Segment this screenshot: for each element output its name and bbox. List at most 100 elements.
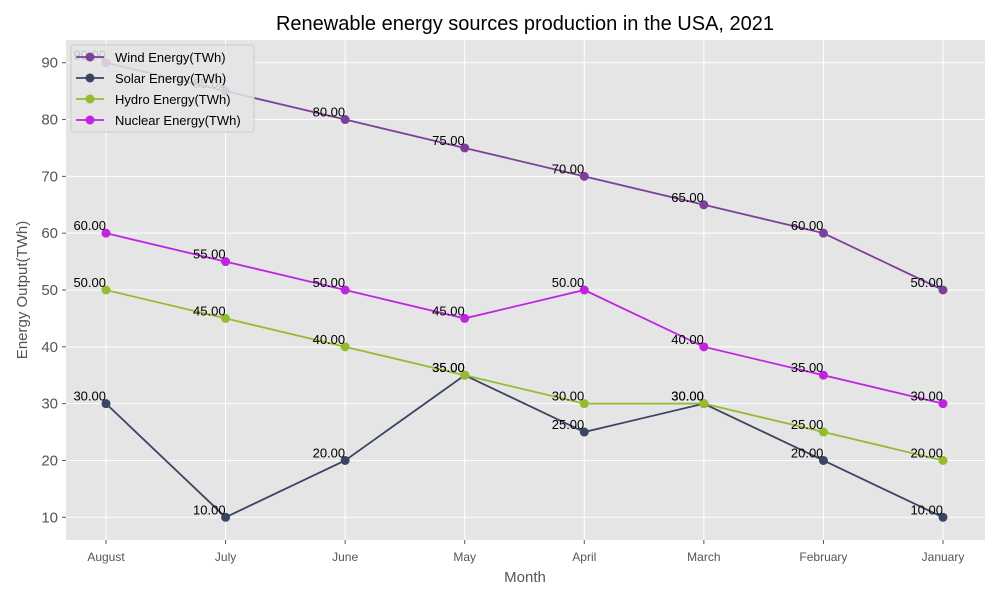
legend-box bbox=[70, 44, 255, 133]
x-tick-label: June bbox=[332, 550, 358, 564]
legend: Wind Energy(TWh) Solar Energy(TWh) Hydro E… bbox=[70, 44, 255, 133]
data-label: 25.00 bbox=[791, 417, 824, 432]
data-point bbox=[938, 285, 948, 295]
legend-label: Wind Energy(TWh) bbox=[115, 50, 226, 65]
data-point bbox=[340, 342, 350, 352]
data-label: 35.00 bbox=[432, 360, 465, 375]
data-point bbox=[818, 427, 828, 437]
data-labels: 90.0085.0080.0075.0070.0065.0060.0050.00… bbox=[73, 48, 943, 518]
series-line bbox=[105, 374, 944, 519]
y-tick-label: 50 bbox=[41, 282, 58, 299]
data-label: 70.00 bbox=[552, 161, 585, 176]
data-label: 10.00 bbox=[910, 502, 943, 517]
data-point bbox=[699, 200, 709, 210]
chart-title: Renewable energy sources production in t… bbox=[276, 13, 774, 35]
series-line bbox=[105, 232, 944, 405]
data-point bbox=[340, 285, 350, 295]
data-point bbox=[579, 285, 589, 295]
data-point bbox=[460, 313, 470, 323]
legend-item: Wind Energy(TWh) bbox=[76, 50, 226, 65]
legend-marker bbox=[85, 94, 95, 104]
data-label: 35.00 bbox=[791, 360, 824, 375]
y-axis-ticks: 10 20 30 40 50 60 70 80 90 bbox=[41, 55, 66, 526]
x-tick-label: July bbox=[215, 550, 236, 564]
data-point bbox=[699, 342, 709, 352]
data-label: 10.00 bbox=[193, 502, 226, 517]
data-label: 40.00 bbox=[313, 332, 346, 347]
x-axis-label: Month bbox=[504, 569, 546, 586]
x-tick-label: January bbox=[922, 550, 965, 564]
x-tick-label: April bbox=[572, 550, 596, 564]
data-label: 60.00 bbox=[791, 218, 824, 233]
y-tick-label: 20 bbox=[41, 452, 58, 469]
data-label: 50.00 bbox=[552, 275, 585, 290]
data-point bbox=[340, 455, 350, 465]
data-point bbox=[221, 257, 231, 267]
data-label: 40.00 bbox=[671, 332, 704, 347]
y-axis-label: Energy Output(TWh) bbox=[14, 221, 31, 359]
data-label: 65.00 bbox=[671, 190, 704, 205]
x-tick-label: May bbox=[453, 550, 476, 564]
data-label: 50.00 bbox=[73, 275, 106, 290]
data-point bbox=[938, 455, 948, 465]
data-point bbox=[938, 399, 948, 409]
legend-label: Nuclear Energy(TWh) bbox=[115, 113, 241, 128]
data-point bbox=[699, 399, 709, 409]
data-label: 20.00 bbox=[791, 445, 824, 460]
data-point bbox=[579, 399, 589, 409]
data-point bbox=[221, 313, 231, 323]
y-tick-label: 10 bbox=[41, 509, 58, 526]
data-label: 25.00 bbox=[552, 417, 585, 432]
x-tick-label: February bbox=[799, 550, 847, 564]
data-point bbox=[938, 512, 948, 522]
legend-item: Hydro Energy(TWh) bbox=[76, 92, 231, 107]
data-point bbox=[101, 399, 111, 409]
data-label: 80.00 bbox=[313, 105, 346, 120]
y-tick-label: 30 bbox=[41, 396, 58, 413]
data-label: 45.00 bbox=[432, 303, 465, 318]
x-tick-label: August bbox=[87, 550, 125, 564]
data-point bbox=[818, 228, 828, 238]
series-3 bbox=[101, 285, 948, 465]
y-tick-label: 40 bbox=[41, 339, 58, 356]
data-label: 35.00 bbox=[432, 360, 465, 375]
legend-item: Solar Energy(TWh) bbox=[76, 71, 226, 86]
legend-marker bbox=[85, 115, 95, 125]
data-point bbox=[340, 115, 350, 125]
x-axis-ticks: August July June May April March February Janua… bbox=[87, 540, 964, 564]
y-tick-label: 90 bbox=[41, 55, 58, 72]
y-tick-label: 80 bbox=[41, 112, 58, 129]
data-label: 30.00 bbox=[552, 389, 585, 404]
legend-label: Hydro Energy(TWh) bbox=[115, 92, 231, 107]
legend-marker bbox=[85, 52, 95, 62]
data-point bbox=[818, 370, 828, 380]
data-label: 50.00 bbox=[313, 275, 346, 290]
data-point bbox=[221, 512, 231, 522]
data-label: 30.00 bbox=[910, 389, 943, 404]
legend-label: Solar Energy(TWh) bbox=[115, 71, 226, 86]
data-label: 60.00 bbox=[73, 218, 106, 233]
y-tick-label: 60 bbox=[41, 225, 58, 242]
y-tick-label: 70 bbox=[41, 168, 58, 185]
data-point bbox=[101, 228, 111, 238]
data-point bbox=[818, 455, 828, 465]
data-label: 20.00 bbox=[910, 445, 943, 460]
data-point bbox=[101, 285, 111, 295]
data-label: 50.00 bbox=[910, 275, 943, 290]
data-label: 45.00 bbox=[193, 303, 226, 318]
data-point bbox=[579, 171, 589, 181]
legend-item: Nuclear Energy(TWh) bbox=[76, 113, 241, 128]
x-tick-label: March bbox=[687, 550, 720, 564]
data-label: 75.00 bbox=[432, 133, 465, 148]
data-label: 20.00 bbox=[313, 445, 346, 460]
data-point bbox=[579, 427, 589, 437]
data-label: 30.00 bbox=[73, 389, 106, 404]
data-label: 55.00 bbox=[193, 247, 226, 262]
data-label: 30.00 bbox=[671, 389, 704, 404]
data-point bbox=[460, 143, 470, 153]
data-point bbox=[460, 370, 470, 380]
series-line bbox=[105, 289, 944, 462]
data-label: 30.00 bbox=[671, 389, 704, 404]
legend-marker bbox=[85, 73, 95, 83]
